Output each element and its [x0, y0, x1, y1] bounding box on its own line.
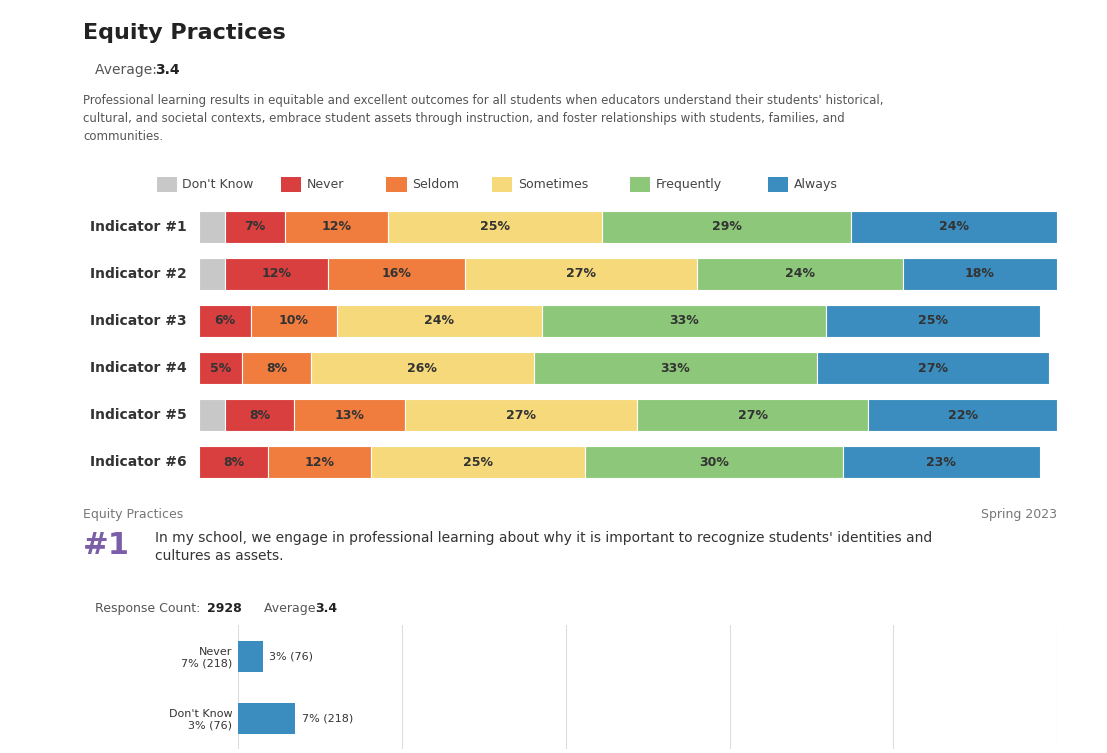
Bar	[386, 177, 406, 192]
Text: 23%: 23%	[927, 456, 956, 468]
Text: 27%: 27%	[918, 361, 948, 374]
Text: Indicator #3: Indicator #3	[90, 314, 186, 328]
Text: #1: #1	[83, 531, 130, 560]
Text: 13%: 13%	[334, 409, 364, 422]
Text: 12%: 12%	[261, 267, 291, 280]
Text: 33%: 33%	[669, 315, 699, 328]
Text: 24%: 24%	[424, 315, 455, 328]
Bar	[337, 305, 542, 337]
Text: 25%: 25%	[480, 221, 510, 233]
Text: Indicator #2: Indicator #2	[90, 267, 186, 281]
Text: Don't Know: Don't Know	[183, 178, 254, 191]
Bar	[697, 258, 903, 290]
Text: Frequently: Frequently	[655, 178, 722, 191]
Text: 27%: 27%	[506, 409, 536, 422]
Text: 25%: 25%	[463, 456, 493, 468]
Text: Always: Always	[794, 178, 837, 191]
Bar	[465, 258, 697, 290]
Bar	[268, 446, 371, 478]
Text: Equity Practices: Equity Practices	[83, 23, 286, 43]
Text: 29%: 29%	[712, 221, 742, 233]
Text: 27%: 27%	[566, 267, 596, 280]
Text: Response Count:: Response Count:	[95, 602, 204, 614]
Bar	[225, 211, 286, 243]
Bar	[199, 305, 250, 337]
Text: 5%: 5%	[210, 361, 231, 374]
Text: 3.4: 3.4	[155, 62, 179, 77]
Bar	[630, 177, 650, 192]
Bar	[389, 211, 602, 243]
Bar	[242, 352, 311, 384]
Text: Sometimes: Sometimes	[518, 178, 588, 191]
Text: 7% (218): 7% (218)	[302, 713, 353, 723]
Bar	[199, 446, 268, 478]
Text: Indicator #5: Indicator #5	[90, 408, 186, 422]
Bar	[405, 399, 637, 431]
Bar	[768, 177, 788, 192]
Text: 25%: 25%	[918, 315, 948, 328]
Text: Indicator #1: Indicator #1	[90, 220, 186, 234]
Text: 24%: 24%	[785, 267, 815, 280]
Bar	[293, 399, 405, 431]
Text: 10%: 10%	[279, 315, 309, 328]
Bar	[199, 399, 225, 431]
Text: Average:: Average:	[251, 602, 323, 614]
Text: 24%: 24%	[939, 221, 970, 233]
Text: Professional learning results in equitable and excellent outcomes for all studen: Professional learning results in equitab…	[83, 94, 883, 143]
Text: Seldom: Seldom	[412, 178, 459, 191]
Text: 8%: 8%	[266, 361, 287, 374]
Bar	[637, 399, 869, 431]
Bar	[225, 258, 328, 290]
Bar	[281, 177, 301, 192]
Bar	[826, 305, 1041, 337]
Bar	[842, 446, 1041, 478]
Text: 12%: 12%	[321, 221, 352, 233]
Text: 3% (76): 3% (76)	[269, 651, 313, 661]
Text: In my school, we engage in professional learning about why it is important to re: In my school, we engage in professional …	[155, 531, 932, 563]
Text: 26%: 26%	[407, 361, 437, 374]
Bar	[493, 177, 513, 192]
Bar	[371, 446, 586, 478]
Bar	[903, 258, 1057, 290]
Bar	[542, 305, 826, 337]
Bar	[199, 258, 225, 290]
Bar	[250, 305, 337, 337]
Text: 12%: 12%	[304, 456, 334, 468]
Text: 2928: 2928	[207, 602, 241, 614]
Text: 3.4: 3.4	[314, 602, 337, 614]
Bar	[851, 211, 1057, 243]
Bar	[157, 177, 177, 192]
Text: Spring 2023: Spring 2023	[981, 508, 1057, 521]
Bar	[328, 258, 465, 290]
Text: 8%: 8%	[249, 409, 270, 422]
Text: 18%: 18%	[965, 267, 995, 280]
Text: Never: Never	[307, 178, 344, 191]
Bar	[286, 211, 389, 243]
Bar	[817, 352, 1048, 384]
Bar	[225, 399, 293, 431]
Text: Equity Practices: Equity Practices	[83, 508, 184, 521]
Text: 30%: 30%	[700, 456, 728, 468]
Text: Average:: Average:	[95, 62, 161, 77]
Bar	[199, 211, 225, 243]
Bar	[586, 446, 842, 478]
Text: Indicator #6: Indicator #6	[90, 455, 186, 469]
Bar	[311, 352, 534, 384]
Bar	[602, 211, 851, 243]
Bar	[238, 641, 262, 672]
Bar	[869, 399, 1057, 431]
Text: 27%: 27%	[737, 409, 767, 422]
Text: Indicator #4: Indicator #4	[90, 361, 186, 375]
Text: 8%: 8%	[223, 456, 245, 468]
Text: 6%: 6%	[215, 315, 236, 328]
Bar	[199, 352, 242, 384]
Text: 22%: 22%	[948, 409, 977, 422]
Text: 7%: 7%	[245, 221, 266, 233]
Bar	[238, 703, 296, 733]
Text: 33%: 33%	[661, 361, 691, 374]
Bar	[534, 352, 817, 384]
Text: 16%: 16%	[382, 267, 412, 280]
